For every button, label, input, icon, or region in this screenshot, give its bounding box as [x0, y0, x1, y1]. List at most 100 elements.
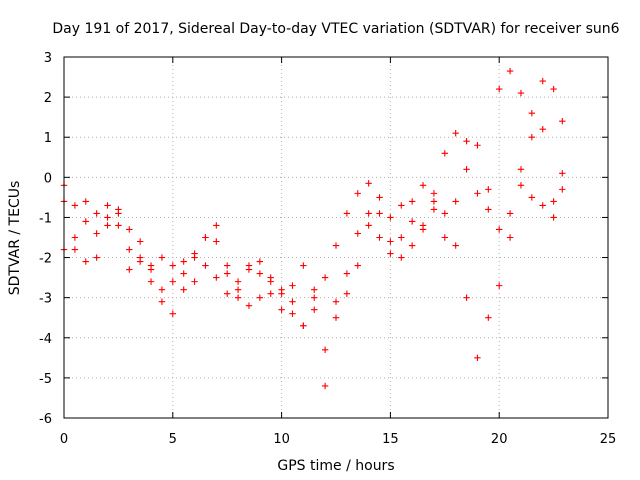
data-point — [256, 270, 264, 277]
data-point — [180, 258, 187, 265]
data-point — [398, 254, 405, 261]
chart-title: Day 191 of 2017, Sidereal Day-to-day VTE… — [52, 21, 619, 37]
y-tick-label: -3 — [39, 292, 52, 307]
data-point — [343, 270, 351, 277]
y-tick-label: -6 — [39, 412, 52, 427]
data-point — [398, 202, 405, 209]
data-point — [430, 190, 438, 197]
data-point — [321, 274, 329, 281]
data-point — [169, 278, 176, 285]
data-point — [321, 346, 329, 354]
data-point — [539, 126, 546, 133]
y-tick-label: 2 — [44, 91, 52, 106]
data-point — [93, 210, 100, 217]
x-axis-title: GPS time / hours — [277, 458, 394, 474]
data-point — [376, 194, 383, 201]
data-point — [559, 170, 566, 177]
data-point — [452, 198, 459, 205]
y-axis-title: SDTVAR / TECUs — [7, 181, 23, 296]
data-point — [278, 306, 285, 313]
axis-ticks: 0 5 10 15 20 25 -6 -5 -4 -3 -2 -1 0 1 2 3 — [39, 51, 616, 447]
data-point — [158, 286, 166, 293]
data-point — [517, 182, 525, 189]
series-track-1 — [60, 67, 566, 329]
y-tick-label: 1 — [44, 131, 52, 146]
data-point — [441, 150, 448, 157]
data-point — [452, 242, 459, 249]
data-point — [463, 138, 470, 145]
y-tick-label: -4 — [39, 332, 52, 347]
data-point — [191, 278, 198, 285]
data-point — [71, 246, 79, 253]
data-point — [354, 262, 361, 269]
data-point — [463, 294, 470, 301]
data-point — [528, 134, 536, 141]
data-point — [104, 214, 111, 221]
data-point — [376, 210, 383, 217]
data-point — [496, 282, 503, 289]
data-point — [485, 206, 492, 213]
data-point — [191, 254, 198, 261]
data-point — [169, 262, 176, 269]
data-point — [321, 382, 329, 390]
data-point — [506, 210, 514, 217]
data-point — [506, 234, 514, 241]
data-point — [213, 222, 220, 229]
data-point — [104, 202, 111, 209]
y-tick-label: -5 — [39, 372, 52, 387]
data-point — [528, 109, 536, 117]
data-point — [104, 222, 111, 229]
data-series — [60, 67, 566, 390]
data-point — [430, 198, 438, 205]
data-point — [354, 190, 361, 197]
data-point — [517, 166, 525, 173]
data-point — [245, 262, 253, 269]
data-point — [224, 290, 231, 297]
data-point — [419, 222, 427, 229]
data-point — [332, 242, 340, 249]
data-point — [506, 67, 514, 75]
data-point — [278, 286, 285, 293]
y-tick-label: -2 — [39, 252, 52, 267]
data-point — [550, 198, 557, 205]
data-point — [224, 262, 231, 269]
data-point — [365, 222, 372, 229]
data-point — [147, 278, 155, 285]
data-point — [169, 310, 176, 317]
data-point — [559, 117, 566, 125]
data-point — [158, 254, 166, 261]
data-point — [300, 262, 307, 269]
data-point — [539, 202, 546, 209]
data-point — [82, 218, 89, 225]
data-point — [180, 270, 187, 277]
data-point — [485, 186, 492, 193]
data-point — [213, 274, 220, 281]
x-tick-label: 20 — [491, 432, 508, 447]
data-point — [311, 294, 318, 301]
data-point — [234, 286, 242, 293]
data-point — [332, 314, 340, 321]
data-point — [539, 77, 546, 85]
data-point — [126, 266, 133, 273]
data-point — [126, 226, 133, 233]
data-point — [387, 250, 394, 257]
x-tick-label: 5 — [169, 432, 177, 447]
data-point — [180, 286, 187, 293]
x-tick-label: 10 — [273, 432, 290, 447]
data-point — [496, 226, 503, 233]
data-point — [550, 85, 557, 93]
plot-frame — [63, 56, 609, 419]
data-point — [430, 206, 438, 213]
data-point — [93, 254, 100, 261]
data-point — [474, 354, 481, 362]
data-point — [82, 258, 89, 265]
data-point — [387, 214, 394, 221]
series-track-2 — [60, 142, 566, 390]
data-point — [136, 238, 144, 245]
data-point — [234, 278, 242, 285]
data-point — [528, 194, 536, 201]
data-point — [311, 286, 318, 293]
data-point — [289, 310, 296, 317]
data-point — [147, 262, 155, 269]
